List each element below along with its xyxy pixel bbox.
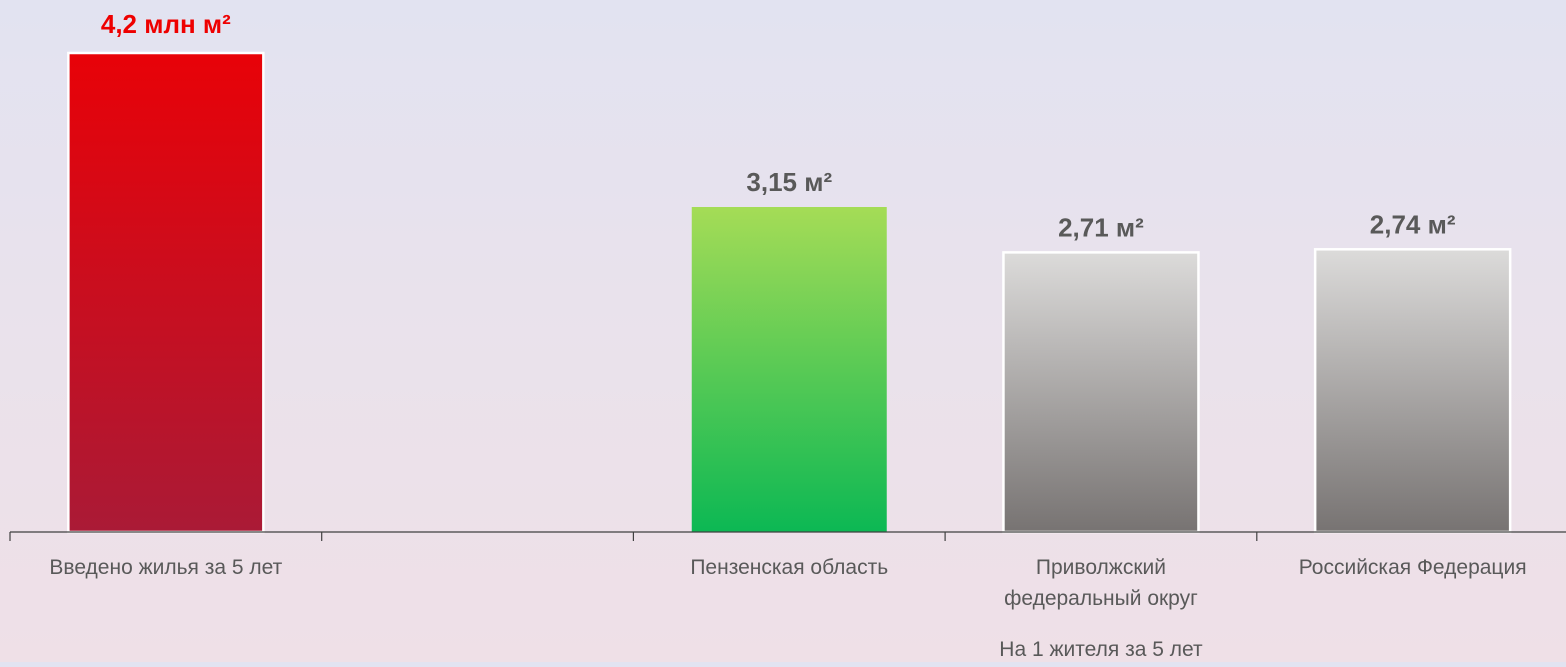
bar: [1313, 248, 1512, 534]
data-label: 3,15 м²: [746, 167, 832, 197]
category-label: федеральный округ: [1004, 587, 1198, 610]
category-label: Приволжский: [1036, 556, 1166, 579]
group-label: На 1 жителя за 5 лет: [999, 638, 1203, 661]
bar: [1002, 251, 1200, 534]
category-label: Российская Федерация: [1299, 556, 1527, 579]
data-label: 4,2 млн м²: [101, 9, 231, 39]
data-label: 2,74 м²: [1370, 209, 1456, 239]
data-label: 2,71 м²: [1058, 212, 1144, 242]
category-label: Введено жилья за 5 лет: [49, 556, 282, 579]
category-label: Пензенская область: [690, 556, 888, 579]
bar: [67, 51, 265, 534]
bar: [691, 207, 887, 532]
